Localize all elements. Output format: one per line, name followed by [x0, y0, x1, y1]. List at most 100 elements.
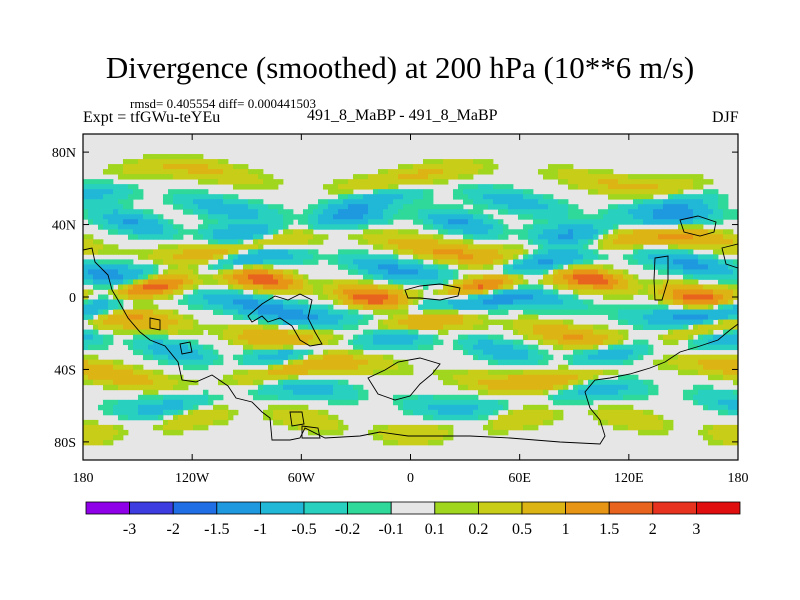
heatmap-cell [143, 219, 149, 225]
heatmap-cell [693, 244, 699, 250]
heatmap-cell [188, 359, 194, 366]
heatmap-cell [443, 329, 449, 336]
heatmap-cell [188, 259, 194, 265]
heatmap-cell [658, 184, 664, 190]
heatmap-cell [608, 414, 614, 421]
heatmap-cell [358, 354, 364, 361]
heatmap-cell [233, 219, 239, 225]
heatmap-cell [568, 244, 574, 250]
heatmap-cell [168, 419, 174, 426]
heatmap-cell [98, 274, 104, 280]
heatmap-cell [168, 274, 174, 280]
heatmap-cell [488, 319, 494, 325]
heatmap-cell [193, 329, 199, 336]
heatmap-cell [458, 219, 464, 225]
heatmap-cell [408, 399, 414, 406]
heatmap-cell [228, 209, 234, 215]
heatmap-cell [593, 289, 599, 295]
heatmap-cell [283, 349, 289, 356]
heatmap-cell [418, 164, 424, 170]
heatmap-cell [103, 339, 109, 346]
heatmap-cell [83, 419, 89, 426]
heatmap-cell [103, 249, 109, 255]
heatmap-cell [213, 294, 219, 300]
heatmap-cell [698, 369, 704, 376]
heatmap-cell [183, 284, 189, 290]
heatmap-cell [693, 359, 699, 366]
heatmap-cell [463, 199, 469, 205]
heatmap-cell [353, 334, 359, 341]
heatmap-cell [408, 329, 414, 336]
heatmap-cell [443, 169, 449, 175]
heatmap-cell [358, 334, 364, 341]
heatmap-cell [553, 164, 559, 170]
heatmap-cell [573, 299, 579, 305]
heatmap-cell [508, 354, 514, 361]
heatmap-cell [658, 174, 664, 180]
heatmap-cell [133, 384, 139, 391]
heatmap-cell [433, 174, 439, 180]
heatmap-cell [118, 409, 124, 416]
heatmap-cell [493, 409, 499, 416]
heatmap-cell [213, 209, 219, 215]
heatmap-cell [638, 199, 644, 205]
heatmap-cell [333, 279, 339, 285]
heatmap-cell [478, 164, 484, 170]
heatmap-cell [548, 219, 554, 225]
heatmap-cell [538, 409, 544, 416]
heatmap-cell [368, 209, 374, 215]
heatmap-cell [358, 349, 364, 356]
heatmap-cell [328, 209, 334, 215]
heatmap-cell [378, 189, 384, 195]
heatmap-cell [268, 179, 274, 185]
heatmap-cell [313, 419, 319, 426]
heatmap-cell [328, 394, 334, 401]
heatmap-cell [588, 234, 594, 240]
heatmap-cell [483, 379, 489, 386]
heatmap-cell [413, 209, 419, 215]
heatmap-cell [583, 389, 589, 396]
heatmap-cell [653, 324, 659, 330]
heatmap-cell [178, 249, 184, 255]
heatmap-cell [593, 229, 599, 235]
heatmap-cell [458, 224, 464, 230]
heatmap-cell [308, 424, 314, 431]
heatmap-cell [453, 339, 459, 346]
heatmap-cell [408, 194, 414, 200]
heatmap-cell [268, 284, 274, 290]
heatmap-cell [383, 194, 389, 200]
heatmap-cell [293, 304, 299, 310]
heatmap-cell [293, 249, 299, 255]
heatmap-cell [503, 284, 509, 290]
heatmap-cell [588, 389, 594, 396]
heatmap-cell [608, 369, 614, 376]
heatmap-cell [453, 309, 459, 315]
heatmap-cell [138, 289, 144, 295]
heatmap-cell [573, 354, 579, 361]
heatmap-cell [308, 229, 314, 235]
heatmap-cell [93, 249, 99, 255]
heatmap-cell [263, 204, 269, 210]
heatmap-cell [568, 389, 574, 396]
heatmap-cell [203, 204, 209, 210]
heatmap-cell [273, 269, 279, 275]
heatmap-cell [158, 374, 164, 381]
heatmap-cell [118, 199, 124, 205]
heatmap-cell [523, 379, 529, 386]
heatmap-cell [523, 279, 529, 285]
heatmap-cell [483, 354, 489, 361]
heatmap-cell [488, 389, 494, 396]
heatmap-cell [248, 264, 254, 270]
heatmap-cell [718, 369, 724, 376]
heatmap-cell [353, 234, 359, 240]
heatmap-cell [268, 349, 274, 356]
heatmap-cell [588, 184, 594, 190]
heatmap-cell [268, 204, 274, 210]
heatmap-cell [433, 289, 439, 295]
heatmap-cell [593, 394, 599, 401]
heatmap-cell [263, 384, 269, 391]
heatmap-cell [573, 339, 579, 346]
heatmap-cell [638, 189, 644, 195]
heatmap-cell [398, 284, 404, 290]
heatmap-cell [663, 304, 669, 310]
